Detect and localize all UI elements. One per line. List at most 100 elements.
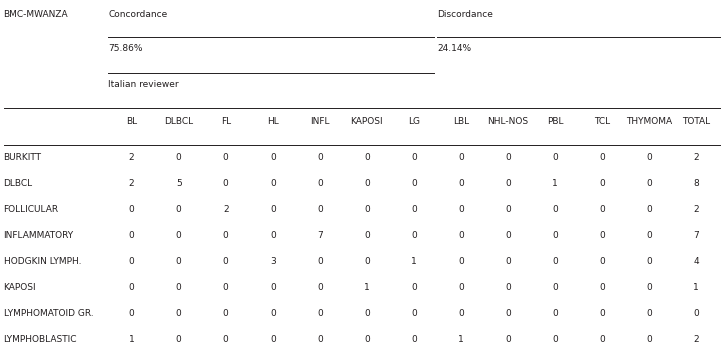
Text: 0: 0: [270, 283, 275, 292]
Text: 0: 0: [505, 231, 510, 240]
Text: 0: 0: [599, 335, 605, 344]
Text: 0: 0: [646, 335, 652, 344]
Text: 0: 0: [270, 231, 275, 240]
Text: 0: 0: [364, 153, 370, 162]
Text: 0: 0: [411, 231, 417, 240]
Text: LG: LG: [408, 117, 420, 126]
Text: 0: 0: [411, 335, 417, 344]
Text: 0: 0: [129, 283, 135, 292]
Text: 0: 0: [505, 257, 510, 266]
Text: 0: 0: [270, 153, 275, 162]
Text: 4: 4: [693, 257, 699, 266]
Text: 0: 0: [364, 179, 370, 188]
Text: 0: 0: [458, 257, 464, 266]
Text: 0: 0: [505, 309, 510, 318]
Text: LYMPHOMATOID GR.: LYMPHOMATOID GR.: [4, 309, 93, 318]
Text: 2: 2: [129, 179, 135, 188]
Text: 2: 2: [129, 153, 135, 162]
Text: 0: 0: [458, 309, 464, 318]
Text: 0: 0: [317, 179, 323, 188]
Text: 0: 0: [646, 153, 652, 162]
Text: 0: 0: [129, 257, 135, 266]
Text: 0: 0: [176, 231, 182, 240]
Text: 0: 0: [129, 231, 135, 240]
Text: 0: 0: [176, 309, 182, 318]
Text: 0: 0: [646, 231, 652, 240]
Text: 2: 2: [693, 205, 699, 214]
Text: 0: 0: [364, 257, 370, 266]
Text: THYMOMA: THYMOMA: [626, 117, 672, 126]
Text: 1: 1: [693, 283, 699, 292]
Text: 0: 0: [223, 335, 229, 344]
Text: 0: 0: [317, 283, 323, 292]
Text: 1: 1: [458, 335, 464, 344]
Text: NHL-NOS: NHL-NOS: [487, 117, 528, 126]
Text: 0: 0: [411, 179, 417, 188]
Text: 1: 1: [411, 257, 417, 266]
Text: 0: 0: [505, 153, 510, 162]
Text: 0: 0: [223, 309, 229, 318]
Text: 0: 0: [552, 153, 558, 162]
Text: 0: 0: [599, 205, 605, 214]
Text: 0: 0: [552, 335, 558, 344]
Text: 0: 0: [599, 153, 605, 162]
Text: 0: 0: [364, 335, 370, 344]
Text: 3: 3: [270, 257, 275, 266]
Text: 0: 0: [599, 179, 605, 188]
Text: 0: 0: [646, 283, 652, 292]
Text: 0: 0: [270, 335, 275, 344]
Text: LYMPHOBLASTIC: LYMPHOBLASTIC: [4, 335, 77, 344]
Text: 0: 0: [552, 205, 558, 214]
Text: DLBCL: DLBCL: [164, 117, 193, 126]
Text: 0: 0: [552, 257, 558, 266]
Text: 0: 0: [599, 309, 605, 318]
Text: 0: 0: [458, 283, 464, 292]
Text: 0: 0: [317, 257, 323, 266]
Text: 0: 0: [411, 153, 417, 162]
Text: 0: 0: [646, 179, 652, 188]
Text: 0: 0: [411, 205, 417, 214]
Text: 0: 0: [223, 283, 229, 292]
Text: 0: 0: [458, 231, 464, 240]
Text: 0: 0: [458, 179, 464, 188]
Text: 0: 0: [599, 257, 605, 266]
Text: 0: 0: [270, 309, 275, 318]
Text: BMC-MWANZA: BMC-MWANZA: [4, 10, 68, 20]
Text: 0: 0: [176, 283, 182, 292]
Text: 1: 1: [364, 283, 370, 292]
Text: BL: BL: [126, 117, 137, 126]
Text: 0: 0: [458, 205, 464, 214]
Text: PBL: PBL: [547, 117, 563, 126]
Text: KAPOSI: KAPOSI: [4, 283, 36, 292]
Text: 0: 0: [317, 153, 323, 162]
Text: 0: 0: [505, 205, 510, 214]
Text: BURKITT: BURKITT: [4, 153, 42, 162]
Text: FOLLICULAR: FOLLICULAR: [4, 205, 58, 214]
Text: 0: 0: [552, 283, 558, 292]
Text: 0: 0: [129, 309, 135, 318]
Text: 7: 7: [693, 231, 699, 240]
Text: 0: 0: [176, 257, 182, 266]
Text: 0: 0: [176, 153, 182, 162]
Text: Discordance: Discordance: [438, 10, 493, 20]
Text: INFLAMMATORY: INFLAMMATORY: [4, 231, 74, 240]
Text: Concordance: Concordance: [108, 10, 167, 20]
Text: 0: 0: [129, 205, 135, 214]
Text: Italian reviewer: Italian reviewer: [108, 80, 179, 89]
Text: 0: 0: [646, 205, 652, 214]
Text: DLBCL: DLBCL: [4, 179, 32, 188]
Text: 0: 0: [317, 309, 323, 318]
Text: 75.86%: 75.86%: [108, 44, 143, 53]
Text: 0: 0: [364, 309, 370, 318]
Text: HODGKIN LYMPH.: HODGKIN LYMPH.: [4, 257, 81, 266]
Text: 0: 0: [411, 283, 417, 292]
Text: 2: 2: [693, 335, 699, 344]
Text: FL: FL: [221, 117, 231, 126]
Text: 0: 0: [270, 205, 275, 214]
Text: TCL: TCL: [594, 117, 610, 126]
Text: 0: 0: [176, 205, 182, 214]
Text: 0: 0: [599, 231, 605, 240]
Text: TOTAL: TOTAL: [682, 117, 710, 126]
Text: 0: 0: [505, 335, 510, 344]
Text: 0: 0: [176, 335, 182, 344]
